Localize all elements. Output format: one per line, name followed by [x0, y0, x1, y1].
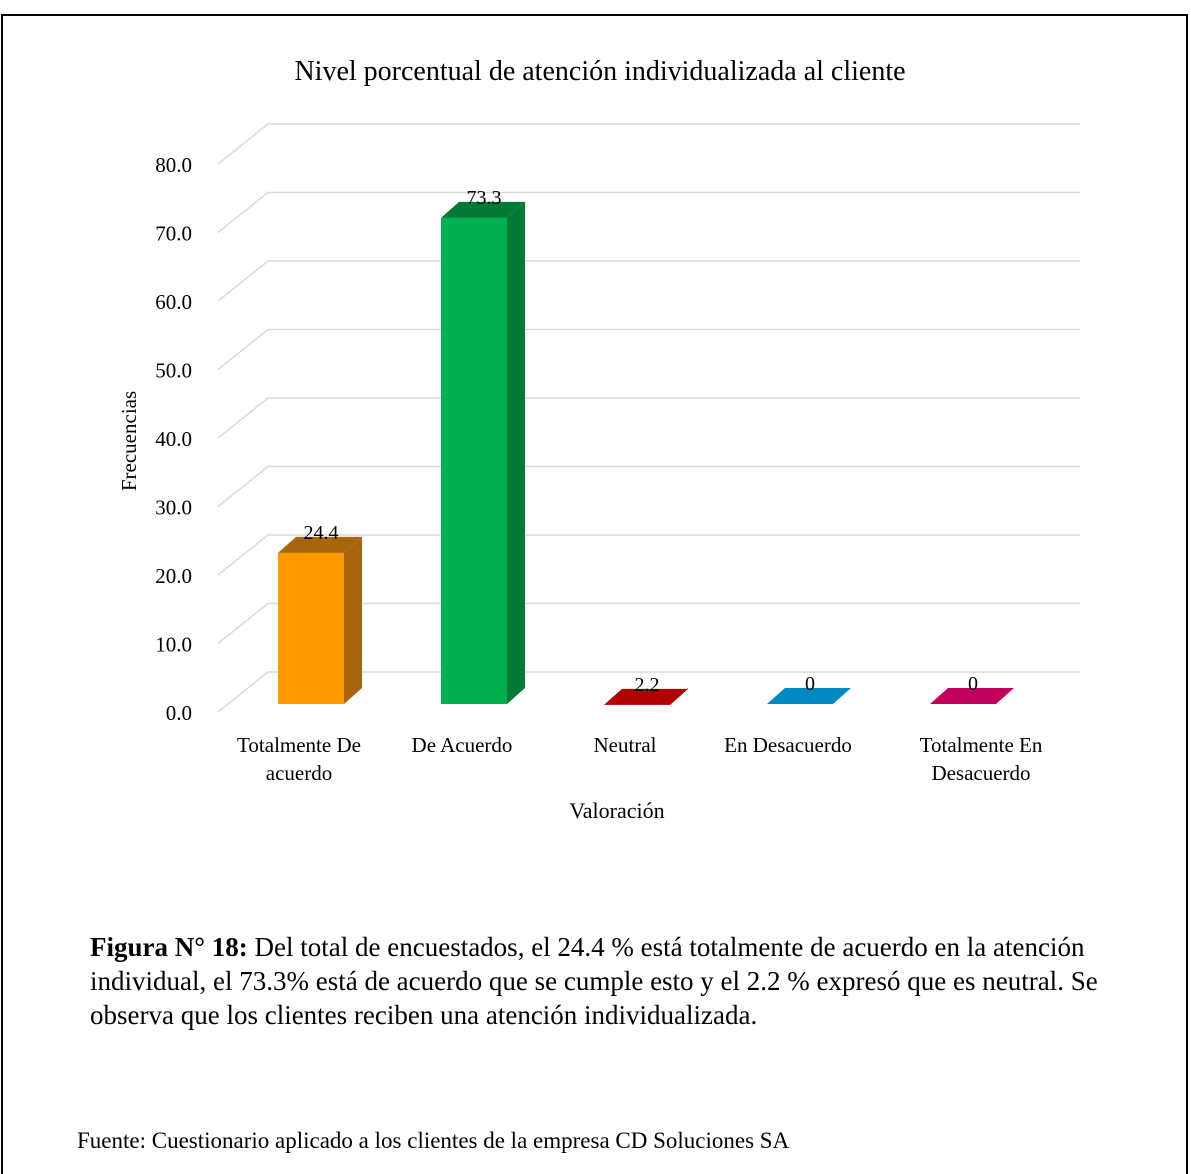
y-axis-ticks: 0.0 10.0 20.0 30.0 40.0 50.0 60.0 70.0 80.0	[155, 153, 192, 725]
gridline	[217, 260, 1080, 302]
bar-top	[441, 201, 525, 218]
x-tick-label: En Desacuerdo	[724, 733, 852, 757]
bar-top	[604, 688, 688, 705]
bar: 73.3	[441, 187, 525, 704]
data-label: 2.2	[635, 674, 660, 696]
y-tick-label: 70.0	[155, 222, 192, 246]
x-axis-title: Valoración	[569, 798, 664, 823]
bar-front	[278, 552, 344, 704]
data-label: 0	[968, 673, 978, 695]
x-tick-label: acuerdo	[266, 761, 332, 785]
y-tick-label: 20.0	[155, 564, 192, 588]
caption-label: Figura N° 18:	[90, 932, 248, 962]
x-tick-label: Totalmente De	[237, 733, 361, 757]
y-tick-label: 80.0	[155, 153, 192, 177]
gridline	[217, 534, 1080, 576]
data-label: 24.4	[304, 522, 339, 544]
y-tick-label: 30.0	[155, 496, 192, 520]
gridline	[217, 328, 1080, 371]
bar-front	[441, 217, 507, 704]
bars: 24.4 73.3 2.2 0 0	[278, 187, 1014, 705]
bar-chart: Nivel porcentual de atención individuali…	[117, 56, 1080, 823]
figure-frame	[1, 14, 1188, 1174]
gridline	[217, 123, 1080, 165]
bar: 0	[930, 673, 1014, 704]
bar: 0	[767, 673, 851, 704]
y-tick-label: 0.0	[166, 701, 192, 725]
y-tick-label: 10.0	[155, 633, 192, 657]
bar-side	[344, 536, 362, 704]
data-label: 73.3	[467, 187, 502, 209]
x-tick-label: De Acuerdo	[412, 733, 513, 757]
data-label: 0	[805, 673, 815, 695]
caption-text: Del total de encuestados, el 24.4 % está…	[90, 932, 1098, 1030]
gridline	[217, 465, 1080, 508]
y-tick-label: 50.0	[155, 359, 192, 383]
y-axis-title: Frecuencias	[117, 391, 141, 491]
x-axis-labels: Totalmente De acuerdo De Acuerdo Neutral En …	[237, 733, 1043, 785]
x-tick-label: Totalmente En	[920, 733, 1043, 757]
x-tick-label: Desacuerdo	[931, 761, 1030, 785]
y-tick-label: 60.0	[155, 290, 192, 314]
bar-top	[278, 536, 362, 553]
bar-top	[930, 688, 1014, 704]
gridline	[217, 671, 1080, 713]
figure-caption: Figura N° 18: Del total de encuestados, …	[90, 930, 1160, 1032]
gridline	[217, 191, 1080, 234]
bar: 24.4	[278, 522, 362, 704]
source-note: Fuente: Cuestionario aplicado a los clie…	[77, 1128, 790, 1153]
x-tick-label: Neutral	[594, 733, 657, 757]
bar-side	[507, 201, 525, 704]
bar-top	[767, 688, 851, 704]
bar: 2.2	[604, 674, 688, 705]
gridline	[217, 397, 1080, 439]
gridline	[217, 602, 1080, 645]
chart-title: Nivel porcentual de atención individuali…	[294, 56, 905, 87]
y-tick-label: 40.0	[155, 427, 192, 451]
gridlines	[217, 123, 1080, 713]
